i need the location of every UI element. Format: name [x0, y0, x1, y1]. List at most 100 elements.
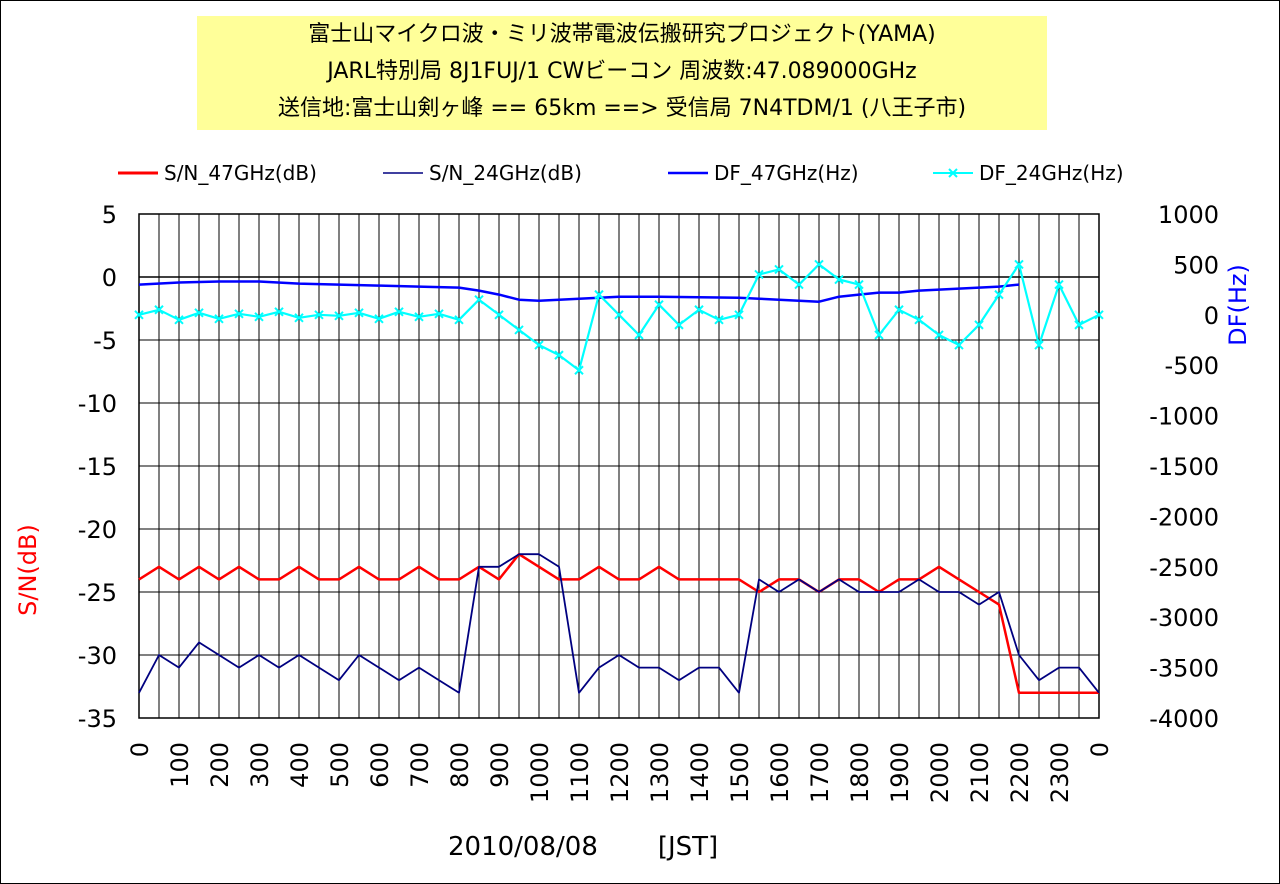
y-tick-label: -15: [78, 453, 117, 481]
x-tick-label: 2100: [966, 742, 994, 803]
series-point-df24: [134, 310, 144, 320]
y2-tick-label: -1500: [1149, 453, 1219, 481]
series-point-df24: [494, 310, 504, 320]
x-tick-label: 1000: [526, 742, 554, 803]
series-point-df24: [474, 294, 484, 305]
x-tick-label: 300: [246, 742, 274, 788]
x-tick-label: 200: [206, 742, 234, 788]
x-tick-label: 0: [1086, 742, 1114, 757]
series-line-sn47: [138, 552, 1099, 695]
legend-label-df47: DF_47GHz(Hz): [714, 161, 859, 185]
x-tick-label: 1100: [566, 742, 594, 803]
legend-swatch-sn24: [383, 172, 423, 174]
y-tick-label: 0: [102, 264, 117, 292]
series-point-df24: [794, 279, 804, 290]
series-point-df24: [274, 307, 284, 317]
x-tick-label: 100: [166, 742, 194, 788]
x-tick-label: 800: [446, 742, 474, 788]
series-point-df24: [394, 307, 404, 317]
legend-item-sn47: S/N_47GHz(dB): [118, 158, 317, 188]
legend-swatch-df47: [668, 171, 708, 175]
x-tick-label: 1300: [646, 742, 674, 803]
legend-label-sn47: S/N_47GHz(dB): [164, 161, 317, 185]
series-line-df47: [138, 280, 1020, 303]
y2-axis-title: DF(Hz): [1224, 264, 1252, 346]
footer-date: 2010/08/08: [448, 832, 598, 862]
y2-tick-label: -3500: [1149, 655, 1219, 683]
series-point-df24: [1074, 320, 1084, 330]
series-point-df24: [1034, 340, 1044, 350]
series-point-df24: [574, 365, 584, 375]
series-point-df24: [694, 305, 704, 315]
series-point-df24: [334, 311, 344, 321]
legend-item-df47: DF_47GHz(Hz): [668, 158, 859, 188]
x-tick-label: 700: [406, 742, 434, 788]
y2-tick-label: -2500: [1149, 554, 1219, 582]
y-tick-label: 5: [102, 201, 117, 229]
series-point-df24: [674, 320, 684, 330]
series-point-df24: [154, 305, 164, 315]
legend: S/N_47GHz(dB) S/N_24GHz(dB) DF_47GHz(Hz)…: [118, 158, 1178, 188]
y2-tick-label: -1000: [1149, 403, 1219, 431]
y-tick-label: -10: [78, 390, 117, 418]
series-point-df24: [414, 312, 424, 322]
y-tick-label: -5: [93, 327, 117, 355]
y-tick-label: -25: [78, 579, 117, 607]
y2-tick-label: -4000: [1149, 705, 1219, 733]
chart-title-box: 富士山マイクロ波・ミリ波帯電波伝搬研究プロジェクト(YAMA) JARL特別局 …: [197, 16, 1047, 130]
series-point-df24: [914, 315, 924, 325]
y-tick-label: -35: [78, 705, 117, 733]
y2-tick-label: -500: [1165, 352, 1219, 380]
series-point-df24: [454, 315, 464, 325]
y2-tick-label: 0: [1204, 302, 1219, 330]
series-point-df24: [934, 330, 944, 340]
x-tick-label: 1700: [806, 742, 834, 803]
series-point-df24: [554, 350, 564, 360]
series-point-df24: [714, 315, 724, 325]
series-point-df24: [634, 330, 644, 340]
series-point-df24: [614, 310, 624, 320]
series-point-df24: [854, 279, 864, 290]
x-tick-label: 500: [326, 742, 354, 788]
series-point-df24: [534, 340, 544, 350]
y2-tick-label: 500: [1173, 251, 1219, 279]
series-point-df24: [734, 310, 744, 320]
x-tick-label: 1600: [766, 742, 794, 803]
series-point-df24: [754, 269, 764, 280]
x-tick-label: 2000: [926, 742, 954, 803]
x-tick-label: 400: [286, 742, 314, 788]
y-tick-label: -20: [78, 516, 117, 544]
series-point-df24: [1054, 279, 1064, 290]
series-point-df24: [174, 315, 184, 325]
series-point-df24: [654, 300, 664, 310]
x-tick-label: 2300: [1046, 742, 1074, 803]
series-point-df24: [994, 289, 1004, 300]
x-tick-label: 1500: [726, 742, 754, 803]
y2-tick-label: 1000: [1158, 201, 1219, 229]
legend-swatch-sn47: [118, 171, 158, 175]
series-point-df24: [954, 340, 964, 350]
series-line-sn24: [138, 553, 1100, 694]
series-point-df24: [974, 320, 984, 330]
legend-label-sn24: S/N_24GHz(dB): [429, 161, 582, 185]
title-line-1: 富士山マイクロ波・ミリ波帯電波伝搬研究プロジェクト(YAMA): [308, 22, 936, 47]
series-point-df24: [894, 305, 904, 315]
series-point-df24: [834, 274, 844, 285]
series-point-df24: [194, 308, 204, 318]
footer-timezone: [JST]: [657, 832, 719, 862]
y-axis-title: S/N(dB): [14, 524, 42, 616]
series-point-df24: [374, 314, 384, 324]
x-tick-label: 1400: [686, 742, 714, 803]
footer: 2010/08/08 [JST]: [448, 832, 718, 862]
series-point-df24: [774, 264, 784, 275]
series-point-df24: [294, 313, 304, 323]
series-point-df24: [434, 309, 444, 319]
series-point-df24: [874, 330, 884, 340]
x-tick-label: 1200: [606, 742, 634, 803]
series-point-df24: [514, 325, 524, 335]
series-point-df24: [354, 308, 364, 318]
series-point-df24: [1014, 259, 1024, 270]
y2-tick-label: -2000: [1149, 503, 1219, 531]
series-point-df24: [234, 309, 244, 319]
